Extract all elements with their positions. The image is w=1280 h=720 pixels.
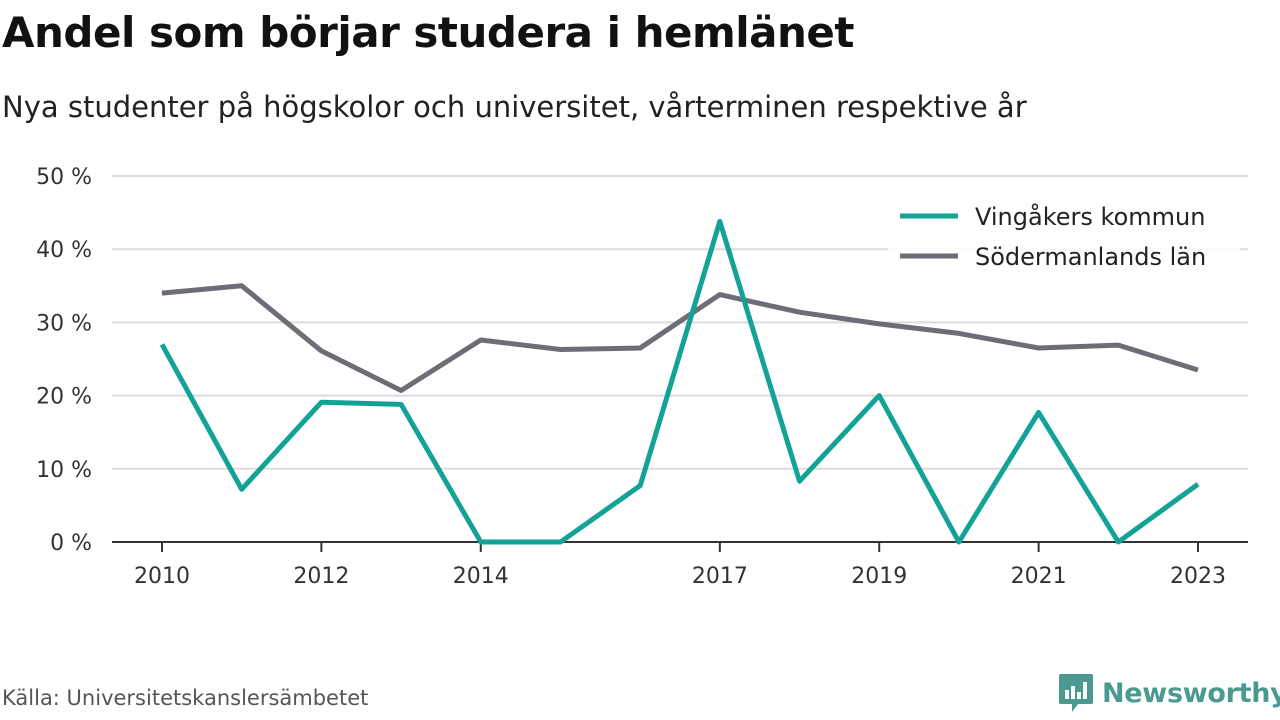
legend-background [888, 196, 1240, 284]
y-tick-label: 10 % [36, 458, 92, 483]
series-line-vingaker [159, 218, 1200, 545]
x-tick-label: 2010 [134, 564, 190, 589]
x-tick-label: 2014 [453, 564, 509, 589]
legend-label: Vingåkers kommun [975, 202, 1205, 231]
y-tick-label: 40 % [36, 238, 92, 263]
x-tick-label: 2012 [293, 564, 349, 589]
brand-name: Newsworthy [1102, 677, 1280, 709]
legend-label: Södermanlands län [975, 243, 1206, 271]
x-tick-label: 2017 [692, 564, 748, 589]
series-line-sodermanland [161, 283, 1199, 393]
legend: Vingåkers kommun Södermanlands län [888, 196, 1240, 284]
source-note: Källa: Universitetskanslersämbetet [2, 686, 369, 710]
axes: 0 % 10 % 20 % 30 % 40 % 50 % 2010 2012 2014 2017 2… [36, 165, 1248, 589]
series-lines [159, 218, 1200, 545]
y-tick-label: 50 % [36, 165, 92, 190]
newsworthy-logo-icon [1059, 674, 1093, 712]
y-tick-label: 30 % [36, 311, 92, 336]
brand-logo: Newsworthy [1058, 672, 1280, 714]
chart-title: Andel som börjar studera i hemlänet [2, 8, 855, 57]
x-tick-label: 2021 [1011, 564, 1067, 589]
y-tick-label: 20 % [36, 385, 92, 410]
chart-subtitle: Nya studenter på högskolor och universit… [2, 90, 1027, 124]
x-tick-label: 2019 [851, 564, 907, 589]
x-tick-label: 2023 [1170, 564, 1226, 589]
y-tick-label: 0 % [50, 531, 92, 556]
